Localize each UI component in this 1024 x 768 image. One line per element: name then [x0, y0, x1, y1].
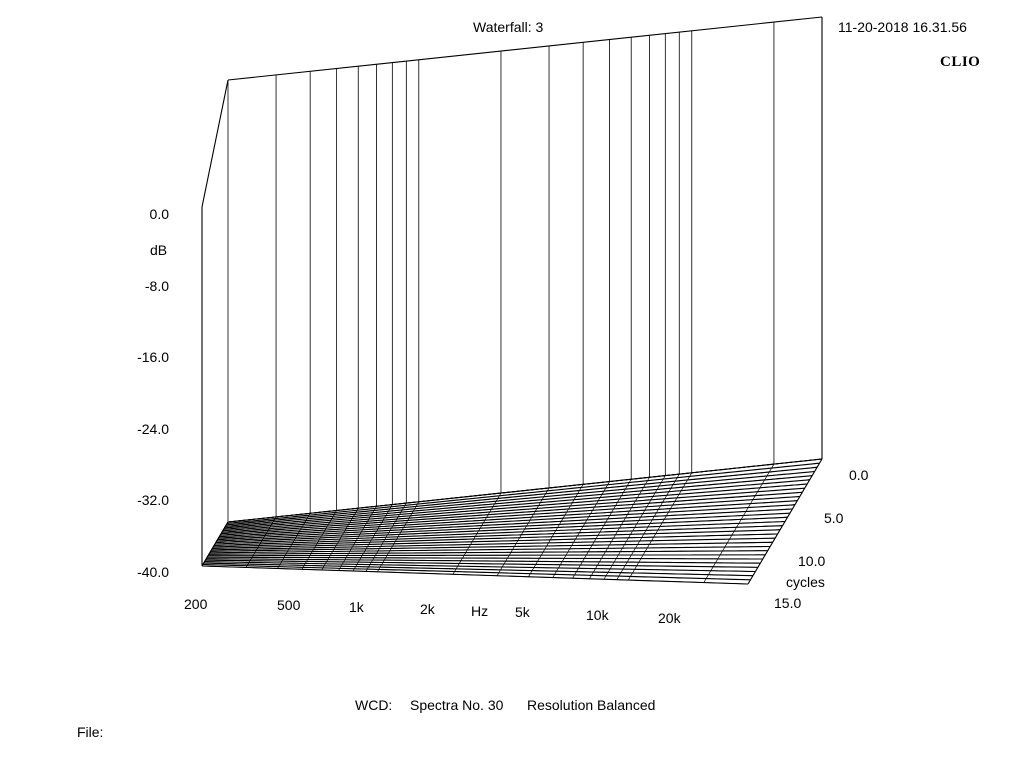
spectrum-curve [214, 525, 783, 547]
y-tick-label: -8.0 [145, 278, 169, 294]
spectrum-curve [214, 520, 786, 545]
y-axis-label: dB [150, 242, 167, 258]
spectrum-curve [212, 533, 778, 549]
spectra-count: Spectra No. 30 [410, 697, 504, 713]
x-tick-label: 2k [420, 601, 436, 617]
chart-title: Waterfall: 3 [473, 19, 544, 35]
x-tick-label: 200 [184, 596, 208, 612]
x-tick-label: 1k [349, 599, 365, 615]
frame-edge [227, 16, 823, 81]
spectrum-curve [211, 537, 776, 551]
file-label: File: [77, 724, 104, 740]
spectrum-curve [218, 504, 795, 539]
wcd-label: WCD: [355, 697, 393, 713]
z-tick-label: 15.0 [774, 595, 801, 611]
y-tick-label: -40.0 [137, 564, 169, 580]
spectrum-curve [207, 556, 763, 560]
spectrum-curve [208, 550, 768, 555]
resolution-setting: Resolution Balanced [527, 697, 656, 713]
spectrum-curve [202, 563, 751, 581]
spectrum-curve [222, 483, 808, 532]
spectrum-curve [206, 558, 761, 564]
spectrum-curve [225, 470, 815, 527]
z-axis-label: cycles [786, 574, 825, 590]
spectrum-curve [217, 508, 793, 541]
spectrum-curve [216, 512, 790, 542]
y-tick-label: 0.0 [150, 206, 170, 222]
spectra-curves [202, 458, 823, 581]
timestamp: 11-20-2018 16.31.56 [838, 19, 967, 35]
x-tick-label: 5k [515, 604, 531, 620]
frame-edge [201, 565, 749, 585]
spectrum-curve [209, 545, 771, 554]
spectrum-curve [213, 529, 781, 548]
spectrum-curve [219, 500, 798, 538]
x-tick-label: 20k [658, 610, 682, 626]
spectrum-curve [221, 491, 803, 535]
spectrum-curve [220, 495, 800, 536]
x-tick-label: 10k [586, 607, 610, 623]
spectrum-curve [223, 479, 810, 530]
spectrum-curve [221, 487, 805, 533]
spectrum-curve [210, 541, 773, 552]
spectrum-curve [226, 466, 818, 526]
spectrum-curve [227, 458, 823, 523]
spectrum-curve [208, 554, 766, 557]
y-tick-label: -32.0 [137, 492, 169, 508]
x-tick-label: 500 [277, 597, 301, 613]
z-tick-label: 10.0 [798, 553, 825, 569]
spectrum-curve [204, 561, 756, 573]
chart-grid [201, 16, 823, 585]
z-tick-label: 0.0 [849, 467, 869, 483]
spectrum-curve [205, 559, 758, 568]
z-tick-label: 5.0 [824, 510, 844, 526]
spectrum-curve [227, 462, 820, 525]
y-tick-label: -16.0 [137, 349, 169, 365]
spectrum-curve [215, 516, 788, 544]
axis-labels: 200 500 1k 2k 5k 10k 20k Hz 0.0 -8.0 -16.0 -24.0 -32… [137, 206, 869, 626]
y-tick-label: -24.0 [137, 421, 169, 437]
brand-logo: CLIO [940, 54, 981, 70]
spectrum-curve [224, 475, 813, 529]
frame-edge [201, 79, 229, 208]
spectrum-curve [203, 562, 753, 577]
x-axis-label: Hz [471, 603, 488, 619]
